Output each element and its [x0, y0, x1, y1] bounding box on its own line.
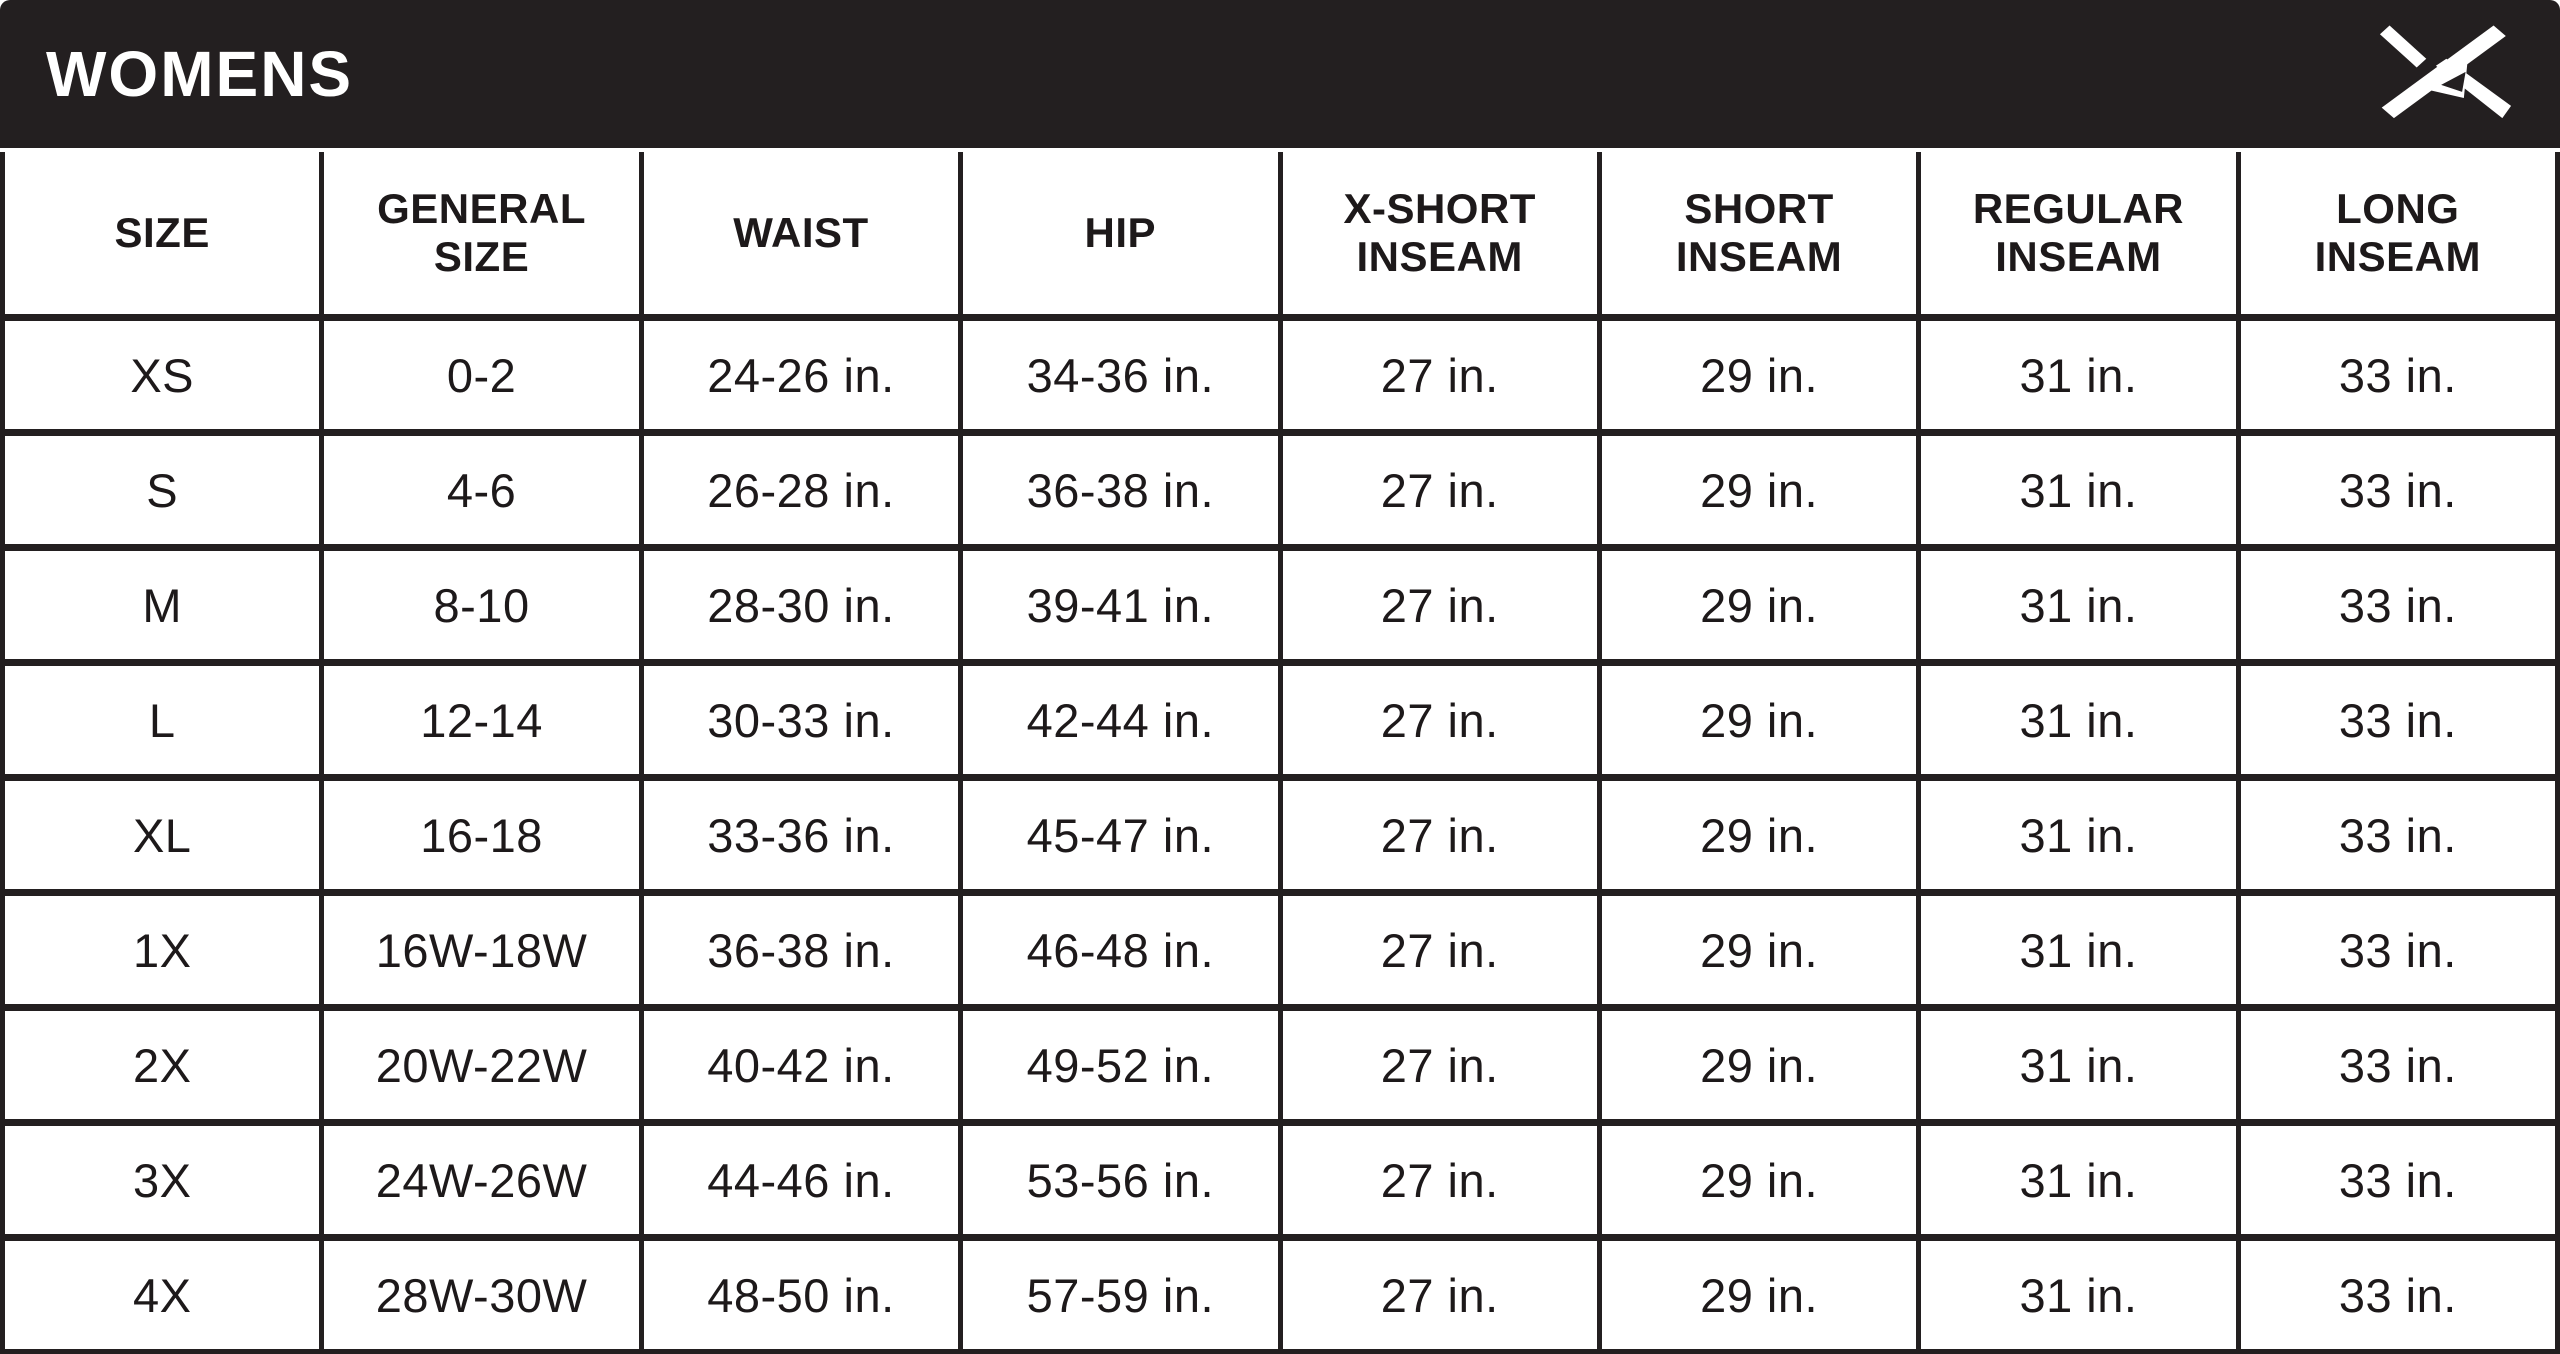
cell-short-inseam: 29 in.	[1596, 659, 1922, 781]
cell-waist: 26-28 in.	[638, 429, 964, 551]
column-header-waist: WAIST	[638, 152, 964, 321]
cell-regular-inseam: 31 in.	[1916, 1004, 2241, 1126]
cell-short-inseam: 29 in.	[1596, 314, 1922, 436]
cell-regular-inseam: 31 in.	[1916, 889, 2241, 1011]
cell-waist: 40-42 in.	[638, 1004, 964, 1126]
column-header-hip: HIP	[958, 152, 1283, 321]
table-row: 4X 28W-30W 48-50 in. 57-59 in. 27 in. 29 in. 3…	[0, 1234, 2560, 1354]
cell-hip: 53-56 in.	[958, 1119, 1283, 1241]
table-row: 2X 20W-22W 40-42 in. 49-52 in. 27 in. 29 in. 3…	[0, 1004, 2560, 1126]
cell-long-inseam: 33 in.	[2235, 659, 2560, 781]
cell-waist: 30-33 in.	[638, 659, 964, 781]
cell-long-inseam: 33 in.	[2235, 1004, 2560, 1126]
cell-waist: 28-30 in.	[638, 544, 964, 666]
cell-waist: 33-36 in.	[638, 774, 964, 896]
cell-x-short-inseam: 27 in.	[1277, 429, 1602, 551]
column-header-x-short-inseam: X-SHORT INSEAM	[1277, 152, 1602, 321]
cell-short-inseam: 29 in.	[1596, 774, 1922, 896]
page-title: WOMENS	[46, 38, 354, 110]
cell-waist: 24-26 in.	[638, 314, 964, 436]
cell-hip: 42-44 in.	[958, 659, 1283, 781]
column-header-short-inseam: SHORT INSEAM	[1596, 152, 1922, 321]
cell-hip: 34-36 in.	[958, 314, 1283, 436]
cell-general-size: 16-18	[319, 774, 644, 896]
cell-size: S	[0, 429, 325, 551]
table-header-row: SIZE GENERAL SIZE WAIST HIP X-SHORT INSEAM SH…	[0, 152, 2560, 321]
cell-regular-inseam: 31 in.	[1916, 314, 2241, 436]
cell-short-inseam: 29 in.	[1596, 544, 1922, 666]
cell-regular-inseam: 31 in.	[1916, 774, 2241, 896]
cell-regular-inseam: 31 in.	[1916, 544, 2241, 666]
cell-hip: 46-48 in.	[958, 889, 1283, 1011]
cell-x-short-inseam: 27 in.	[1277, 1119, 1602, 1241]
cell-x-short-inseam: 27 in.	[1277, 1234, 1602, 1354]
cell-short-inseam: 29 in.	[1596, 1234, 1922, 1354]
table-row: 1X 16W-18W 36-38 in. 46-48 in. 27 in. 29 in. 3…	[0, 889, 2560, 1011]
cell-general-size: 8-10	[319, 544, 644, 666]
column-header-long-inseam: LONG INSEAM	[2235, 152, 2560, 321]
cell-x-short-inseam: 27 in.	[1277, 1004, 1602, 1126]
cell-size: 3X	[0, 1119, 325, 1241]
cell-x-short-inseam: 27 in.	[1277, 659, 1602, 781]
cell-waist: 44-46 in.	[638, 1119, 964, 1241]
cell-size: 1X	[0, 889, 325, 1011]
cell-size: M	[0, 544, 325, 666]
cell-long-inseam: 33 in.	[2235, 429, 2560, 551]
cell-short-inseam: 29 in.	[1596, 889, 1922, 1011]
cell-general-size: 20W-22W	[319, 1004, 644, 1126]
column-header-size: SIZE	[0, 152, 325, 321]
cell-long-inseam: 33 in.	[2235, 774, 2560, 896]
cell-hip: 57-59 in.	[958, 1234, 1283, 1354]
cell-hip: 45-47 in.	[958, 774, 1283, 896]
cell-general-size: 0-2	[319, 314, 644, 436]
cell-short-inseam: 29 in.	[1596, 429, 1922, 551]
arctix-x-logo-icon	[2379, 25, 2512, 119]
cell-long-inseam: 33 in.	[2235, 544, 2560, 666]
cell-short-inseam: 29 in.	[1596, 1119, 1922, 1241]
cell-x-short-inseam: 27 in.	[1277, 544, 1602, 666]
header-bar: WOMENS	[0, 0, 2560, 148]
cell-hip: 36-38 in.	[958, 429, 1283, 551]
table-row: XS 0-2 24-26 in. 34-36 in. 27 in. 29 in. 31 in…	[0, 314, 2560, 436]
table-row: M 8-10 28-30 in. 39-41 in. 27 in. 29 in. 31 in…	[0, 544, 2560, 666]
cell-general-size: 28W-30W	[319, 1234, 644, 1354]
cell-x-short-inseam: 27 in.	[1277, 774, 1602, 896]
cell-long-inseam: 33 in.	[2235, 889, 2560, 1011]
size-chart-table: SIZE GENERAL SIZE WAIST HIP X-SHORT INSEAM SH…	[0, 152, 2560, 1354]
cell-general-size: 4-6	[319, 429, 644, 551]
cell-regular-inseam: 31 in.	[1916, 1119, 2241, 1241]
table-row: 3X 24W-26W 44-46 in. 53-56 in. 27 in. 29 in. 3…	[0, 1119, 2560, 1241]
cell-long-inseam: 33 in.	[2235, 1234, 2560, 1354]
table-row: L 12-14 30-33 in. 42-44 in. 27 in. 29 in. 31 i…	[0, 659, 2560, 781]
cell-regular-inseam: 31 in.	[1916, 659, 2241, 781]
cell-x-short-inseam: 27 in.	[1277, 889, 1602, 1011]
cell-general-size: 16W-18W	[319, 889, 644, 1011]
cell-waist: 36-38 in.	[638, 889, 964, 1011]
column-header-general-size: GENERAL SIZE	[319, 152, 644, 321]
cell-size: XS	[0, 314, 325, 436]
table-row: XL 16-18 33-36 in. 45-47 in. 27 in. 29 in. 31 …	[0, 774, 2560, 896]
table-body: XS 0-2 24-26 in. 34-36 in. 27 in. 29 in. 31 in…	[0, 314, 2560, 1354]
cell-hip: 39-41 in.	[958, 544, 1283, 666]
cell-waist: 48-50 in.	[638, 1234, 964, 1354]
cell-regular-inseam: 31 in.	[1916, 429, 2241, 551]
cell-size: 4X	[0, 1234, 325, 1354]
cell-general-size: 12-14	[319, 659, 644, 781]
cell-long-inseam: 33 in.	[2235, 1119, 2560, 1241]
column-header-regular-inseam: REGULAR INSEAM	[1916, 152, 2241, 321]
cell-long-inseam: 33 in.	[2235, 314, 2560, 436]
cell-size: L	[0, 659, 325, 781]
cell-general-size: 24W-26W	[319, 1119, 644, 1241]
cell-hip: 49-52 in.	[958, 1004, 1283, 1126]
table-header: SIZE GENERAL SIZE WAIST HIP X-SHORT INSEAM SH…	[0, 152, 2560, 321]
cell-regular-inseam: 31 in.	[1916, 1234, 2241, 1354]
table-row: S 4-6 26-28 in. 36-38 in. 27 in. 29 in. 31 in.…	[0, 429, 2560, 551]
cell-size: 2X	[0, 1004, 325, 1126]
cell-size: XL	[0, 774, 325, 896]
cell-x-short-inseam: 27 in.	[1277, 314, 1602, 436]
cell-short-inseam: 29 in.	[1596, 1004, 1922, 1126]
